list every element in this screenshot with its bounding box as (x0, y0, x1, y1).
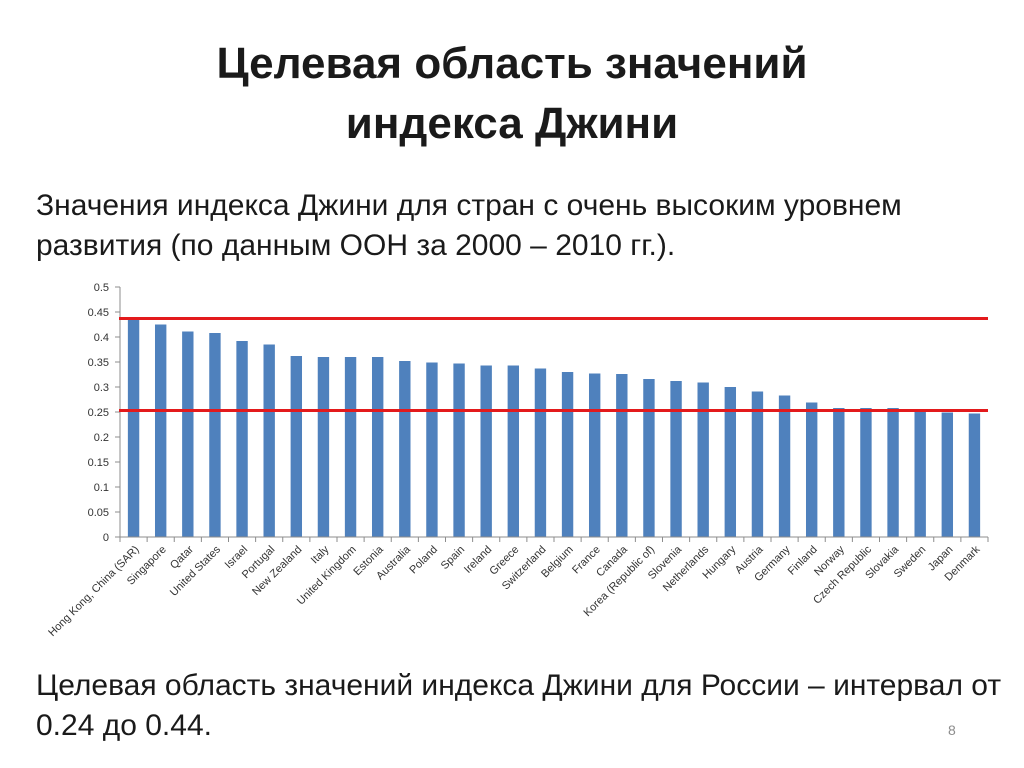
bar (534, 368, 547, 537)
bar (751, 391, 764, 537)
bar (290, 356, 303, 537)
bar (887, 408, 899, 537)
bar (453, 363, 465, 537)
bar (127, 320, 140, 537)
y-tick-label: 0.45 (88, 307, 109, 319)
y-tick-label: 0.2 (94, 432, 109, 444)
x-tick-labels: Hong Kong, China (SAR)Singapore QatarUnit… (46, 543, 983, 639)
bar (317, 357, 330, 537)
bar (507, 365, 520, 537)
bar (344, 357, 357, 537)
slide-title-line-1: Целевая область значений (216, 39, 808, 88)
bar (643, 379, 655, 537)
bar (154, 324, 167, 537)
x-tick-label: Poland (407, 544, 440, 577)
bar (697, 382, 709, 537)
y-tick-label: 0.25 (88, 407, 109, 419)
bar (805, 402, 818, 537)
page-number: 8 (948, 722, 956, 738)
bars (127, 320, 981, 537)
slide-subtitle: Значения индекса Джини для стран с очень… (36, 189, 902, 262)
gini-bar-chart: 0 0.05 0.1 0.15 0.2 0.25 0.3 0.35 0.4 0.45 0.5 Hon… (46, 282, 989, 639)
bar (426, 362, 438, 537)
y-tick-label: 0.3 (94, 382, 109, 394)
y-tick-label: 0.05 (88, 507, 109, 519)
target-range-lines (119, 317, 988, 412)
bar (914, 412, 926, 537)
bar (263, 344, 275, 537)
bar (724, 387, 737, 537)
bar (778, 395, 791, 537)
bar (371, 357, 384, 537)
bar (399, 361, 411, 537)
bar (209, 333, 221, 537)
y-tick-label: 0 (103, 532, 109, 544)
x-tick-label: Italy (309, 543, 332, 566)
slide-title-line-2: индекса Джини (345, 99, 679, 148)
y-tick-label: 0.35 (88, 357, 109, 369)
bar (833, 408, 845, 537)
slide-conclusion: Целевая область значений индекса Джини д… (36, 669, 1002, 742)
y-tick-label: 0.15 (88, 457, 109, 469)
slide-title: Целевая область значений индекса Джини (0, 34, 1024, 154)
bar (616, 374, 628, 537)
x-tick-label: Hong Kong, China (SAR) (46, 544, 141, 639)
bar (941, 412, 954, 537)
y-tick-label: 0.4 (94, 332, 109, 344)
bar (182, 331, 194, 537)
y-axis: 0 0.05 0.1 0.15 0.2 0.25 0.3 0.35 0.4 0.45 0.5 (88, 282, 121, 544)
bar (860, 408, 872, 537)
bar (561, 372, 574, 537)
bar (236, 341, 248, 537)
bar (588, 373, 601, 537)
bar (480, 365, 492, 537)
y-tick-label: 0.1 (94, 482, 109, 494)
bar (968, 413, 981, 537)
y-tick-label: 0.5 (94, 282, 109, 294)
x-axis (119, 536, 989, 542)
bar (670, 381, 682, 537)
